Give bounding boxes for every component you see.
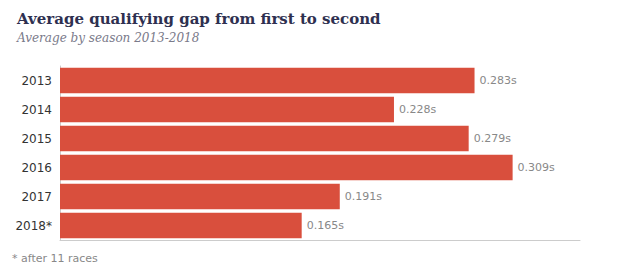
svg-text:2017: 2017 — [21, 190, 52, 204]
svg-text:2015: 2015 — [21, 132, 52, 146]
svg-text:0.228s: 0.228s — [399, 103, 436, 116]
svg-text:2014: 2014 — [21, 103, 52, 117]
svg-text:* after 11 races: * after 11 races — [12, 252, 98, 265]
svg-text:0.283s: 0.283s — [480, 74, 517, 87]
svg-text:2018*: 2018* — [15, 219, 52, 233]
svg-text:0.309s: 0.309s — [518, 161, 555, 174]
svg-text:0.279s: 0.279s — [474, 132, 511, 145]
svg-text:0.165s: 0.165s — [307, 219, 344, 232]
svg-text:Average by season 2013-2018: Average by season 2013-2018 — [16, 31, 200, 45]
svg-text:0.191s: 0.191s — [345, 190, 382, 203]
svg-text:2013: 2013 — [21, 74, 52, 88]
svg-text:2016: 2016 — [21, 161, 52, 175]
svg-text:Average qualifying gap from fi: Average qualifying gap from first to sec… — [16, 10, 381, 28]
